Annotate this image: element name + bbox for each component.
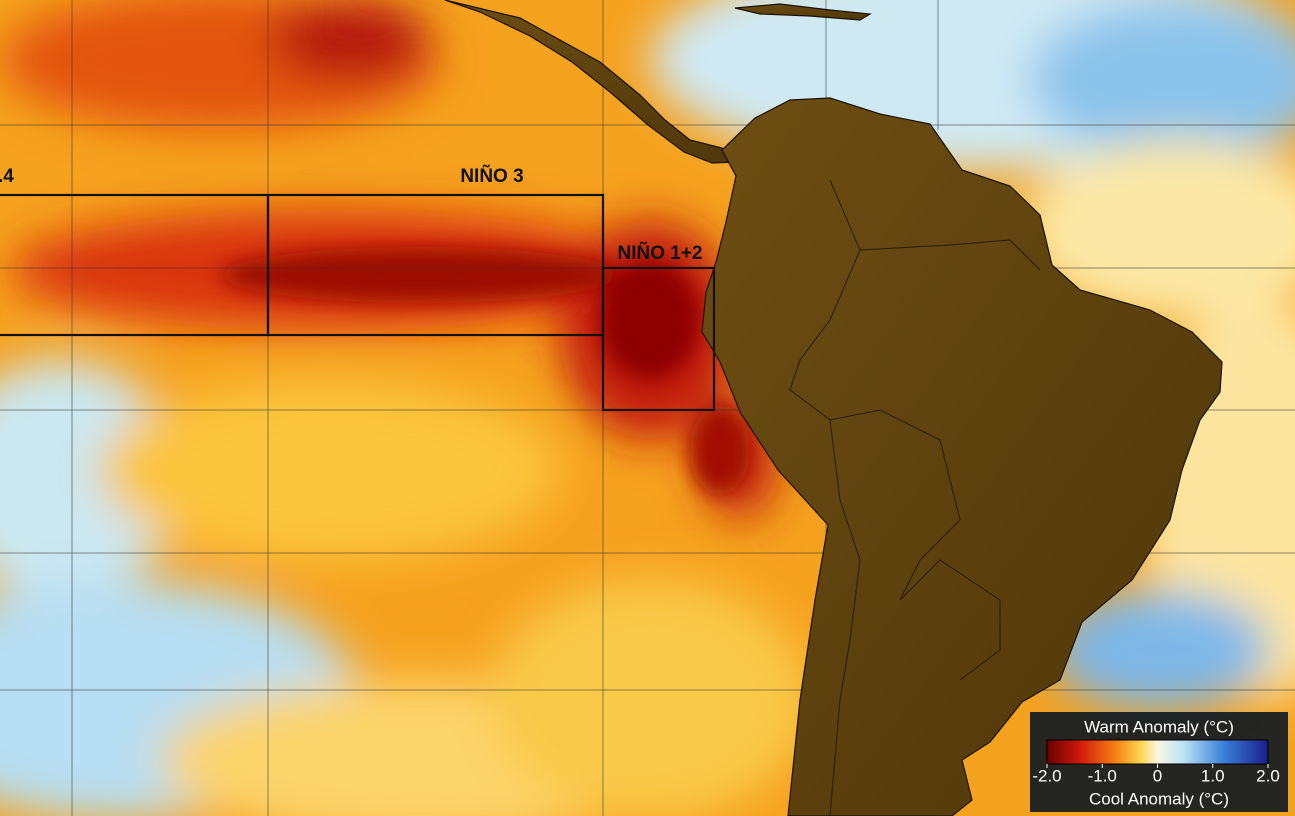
colorbar-tick-label: -2.0 [1032, 766, 1061, 785]
colorbar-tick-label: 1.0 [1201, 766, 1225, 785]
region-label: NIÑO 3 [460, 165, 523, 187]
legend: Warm Anomaly (°C) Cool Anomaly (°C) -2.0… [1030, 712, 1288, 812]
legend-title: Warm Anomaly (°C) [1084, 717, 1234, 736]
colorbar-tick-label: 2.0 [1256, 766, 1280, 785]
nino-boxes [0, 193, 716, 412]
legend-footer: Cool Anomaly (°C) [1089, 789, 1229, 808]
colorbar-tick-label: -1.0 [1088, 766, 1117, 785]
colorbar-tick-label: 0 [1153, 766, 1162, 785]
region-label: NIÑO 1+2 [617, 242, 702, 264]
region-label: .4 [0, 166, 14, 187]
land [444, 0, 1223, 816]
cuba [734, 3, 872, 21]
south-america [701, 97, 1223, 816]
colorbar [1046, 739, 1269, 765]
